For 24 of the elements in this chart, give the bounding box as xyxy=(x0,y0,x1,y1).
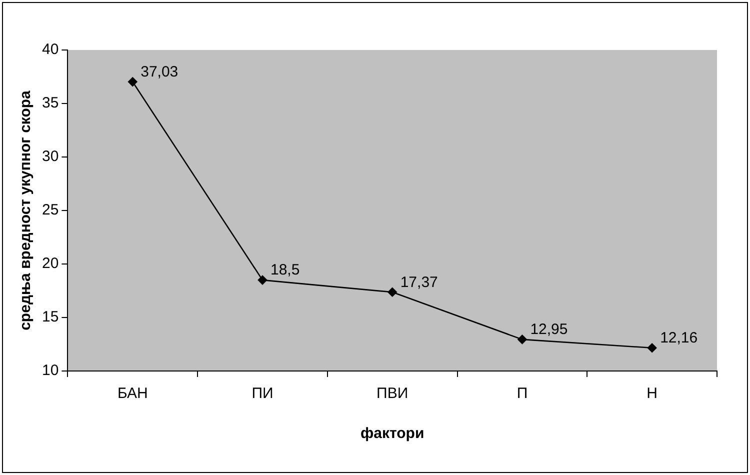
x-tick-label: Н xyxy=(646,385,658,402)
y-tick-label: 10 xyxy=(42,362,59,380)
y-tick-label: 40 xyxy=(42,41,59,58)
x-tick-label: БАН xyxy=(117,385,148,402)
point xyxy=(258,275,268,285)
data-label: 37,03 xyxy=(140,63,178,80)
y-tick-label: 20 xyxy=(42,255,59,272)
x-tick-label: ПВИ xyxy=(376,385,408,402)
x-tick-label: ПИ xyxy=(252,385,274,402)
y-tick-label: 25 xyxy=(42,202,59,219)
point xyxy=(128,77,138,86)
data-label: 17,37 xyxy=(400,274,438,291)
point xyxy=(388,287,397,297)
data-label: 18,5 xyxy=(270,262,300,279)
y-tick-label: 35 xyxy=(42,94,59,112)
y-tick-label: 15 xyxy=(42,308,59,326)
data-label: 12,95 xyxy=(530,321,568,338)
y-axis-title: средња вредност укупног скора xyxy=(17,90,34,330)
x-tick-label: П xyxy=(516,385,528,402)
point xyxy=(518,334,527,344)
x-axis-title: фактори xyxy=(360,425,424,442)
y-tick-label: 30 xyxy=(42,148,59,166)
point xyxy=(647,343,657,353)
data-label: 12,16 xyxy=(660,330,698,347)
